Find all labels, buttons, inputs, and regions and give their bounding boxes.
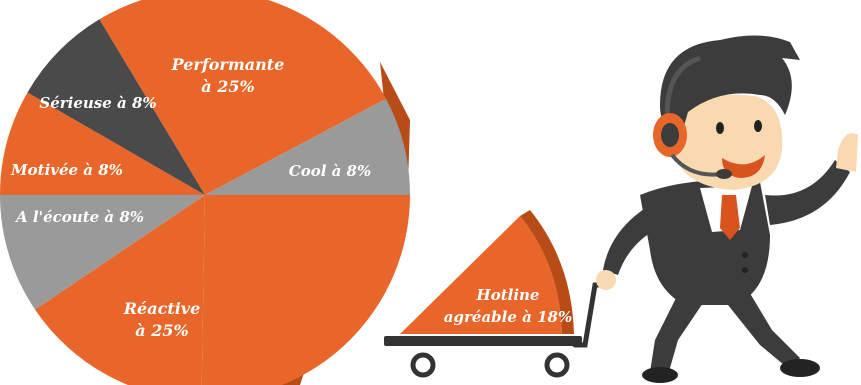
pie-slice-label: Sérieuse à 8% [39,94,156,112]
pie-slice [27,19,205,196]
headset-mic-tip [716,169,732,179]
pie-chart: Performante à 25% Cool à 8% Réactive à 25% A … [0,0,410,385]
cart-base [384,336,582,346]
agent-eye-left [716,122,724,134]
pie-slice [201,195,410,385]
agent-arm-front [765,160,850,225]
pie-slice [0,92,205,195]
detached-slice [400,216,562,334]
pie-slice [99,0,387,195]
agent-button [742,252,748,258]
cart-wheel-left [410,352,436,378]
agent-leg-back [650,290,705,375]
agent-shoe-front [780,359,820,377]
pie-slice-reactive-extension [35,195,205,385]
agent-leg-front [720,290,800,370]
headset-earpiece-inner [661,123,679,147]
agent-hand-front [836,133,858,172]
hotline-agent [596,35,858,383]
agent-arm-back [603,205,665,275]
pie-slice-label: Réactive à 25% [123,299,201,340]
pie-slice-label: Cool à 8% [289,162,372,180]
pie-slice-label: A l'écoute à 8% [14,208,144,226]
agent-button [742,267,748,273]
cart-wheel-right [544,352,570,378]
detached-slice-label: Hotline agréable à 18% [444,286,572,326]
pie-slice [0,195,205,310]
agent-mouth [722,155,765,178]
pie-slice-label: Performante à 25% [171,55,285,96]
pie-slice [205,98,410,195]
agent-hand-back [596,270,616,290]
agent-shoe-back [642,367,678,383]
detached-slice-side [520,210,574,334]
cart-illustration: Hotline agréable à 18% [384,210,611,378]
pie-slice-label: Motivée à 8% [10,161,123,179]
agent-eye-right [754,120,762,132]
agent-tie [720,195,740,240]
